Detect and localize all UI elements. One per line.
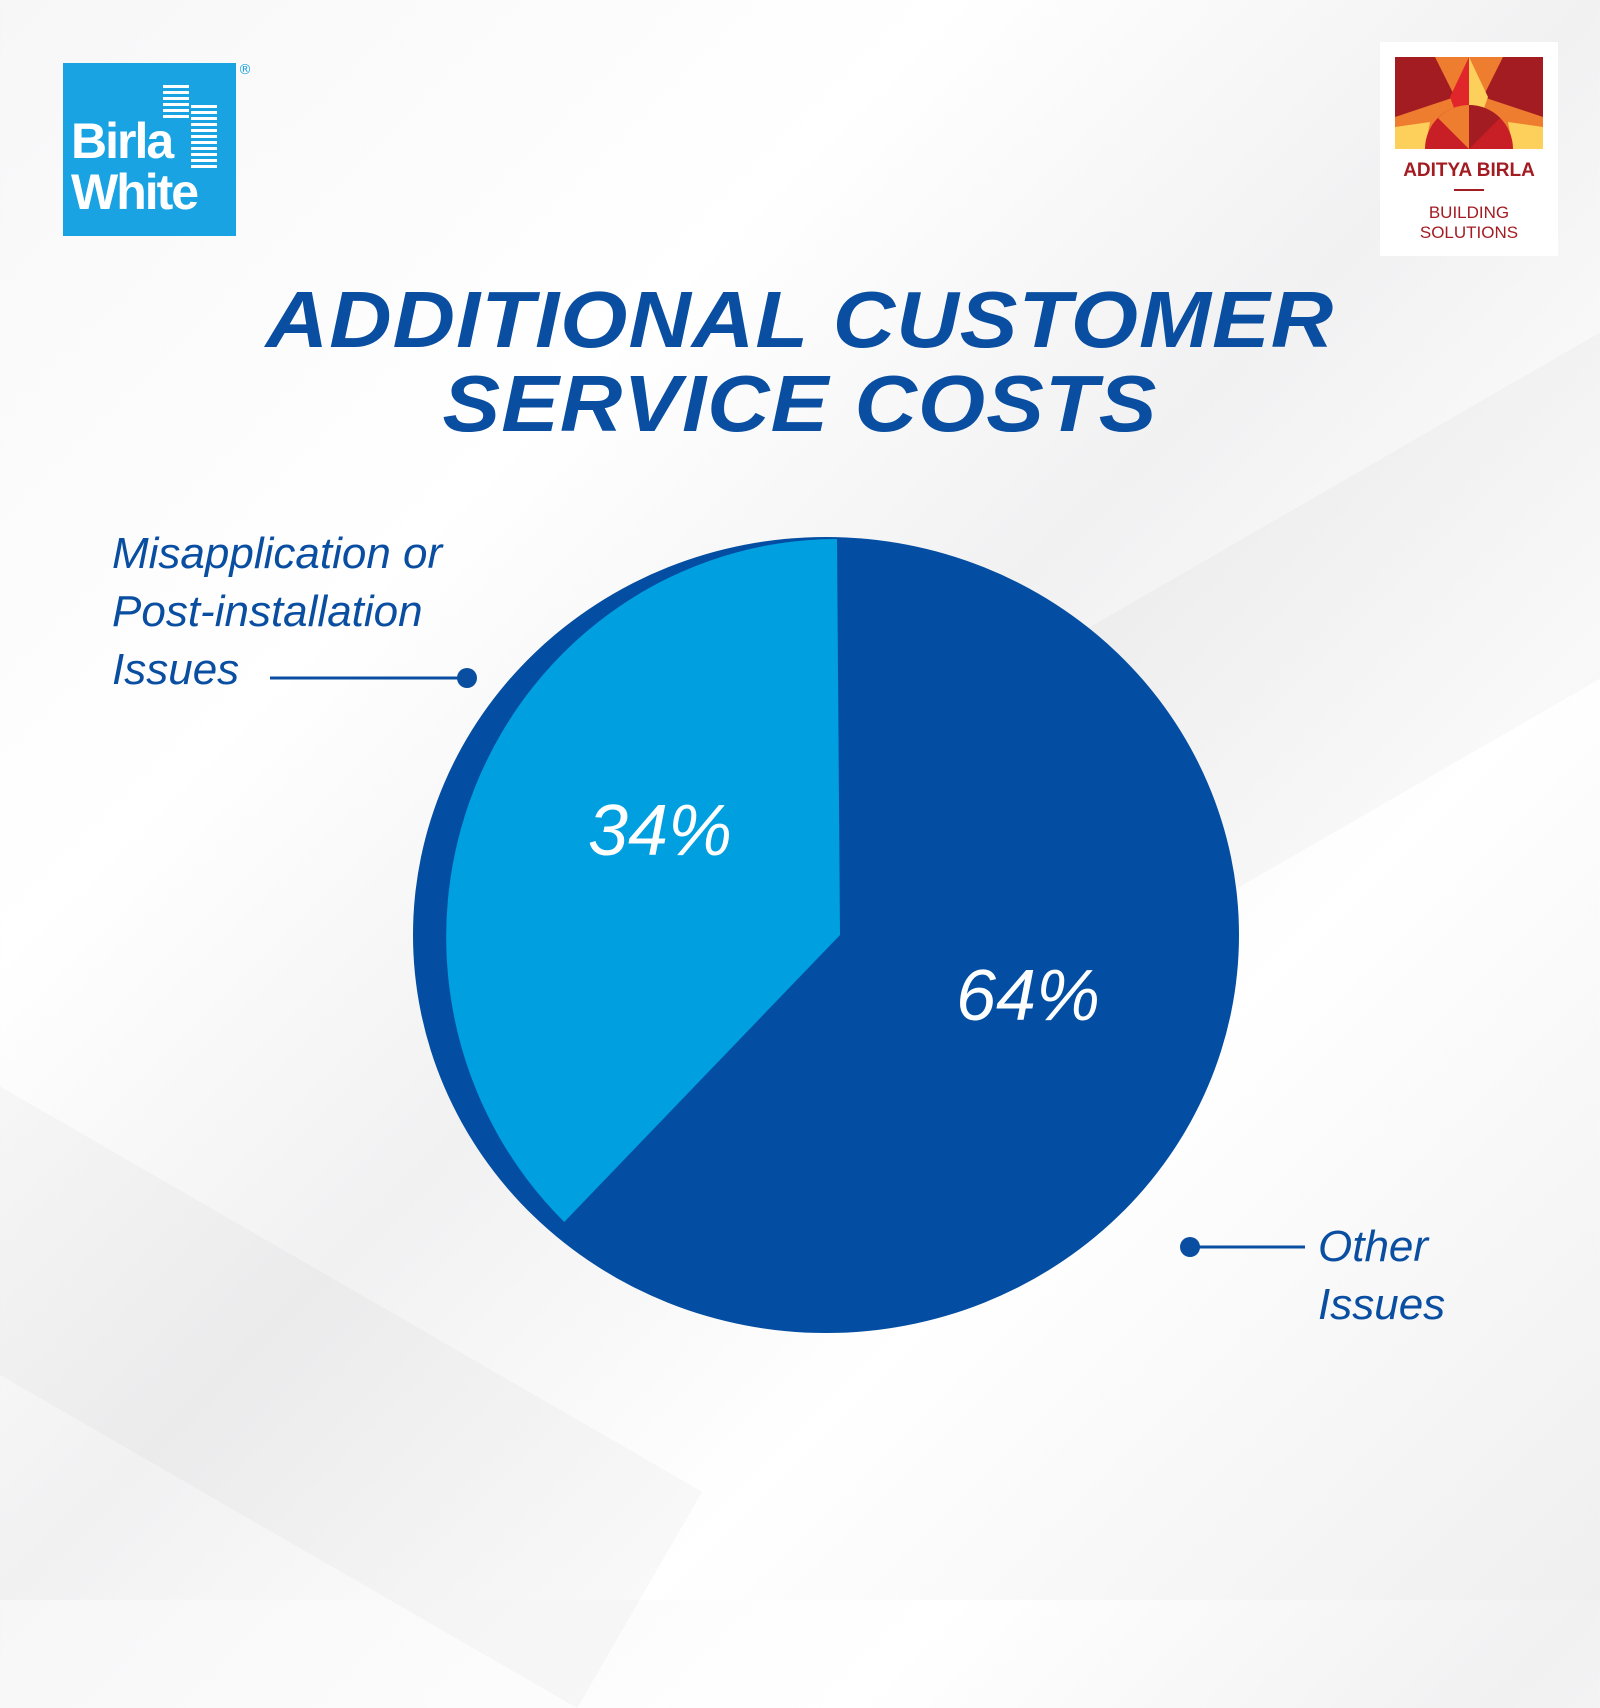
chart-title: ADDITIONAL CUSTOMER SERVICE COSTS — [0, 278, 1600, 446]
title-line-1: ADDITIONAL CUSTOMER — [265, 275, 1335, 364]
svg-text:BUILDING: BUILDING — [1429, 203, 1509, 222]
label-line: Post-installation — [112, 587, 423, 636]
label-line: Issues — [112, 645, 240, 694]
aditya-birla-text: ADITYA BIRLA — [1403, 160, 1535, 181]
title-line-2: SERVICE COSTS — [442, 359, 1158, 448]
pct-label-other-issues: 64% — [956, 956, 1100, 1036]
label-other-issues: Other Issues — [1318, 1218, 1445, 1334]
pie-chart: 34% 64% — [270, 537, 1305, 1333]
registered-mark: ® — [238, 62, 252, 78]
svg-text:SOLUTIONS: SOLUTIONS — [1420, 223, 1518, 242]
pie-slice-misapplication — [446, 539, 840, 1222]
aditya-birla-logo: ADITYA BIRLA BUILDING SOLUTIONS — [1380, 42, 1558, 256]
label-line: Other — [1318, 1222, 1429, 1271]
pct-label-misapplication: 34% — [588, 791, 732, 871]
callout-dot-misapplication — [457, 668, 477, 688]
callout-dot-other-issues — [1180, 1237, 1200, 1257]
svg-text:White: White — [71, 164, 198, 220]
label-line: Issues — [1318, 1280, 1446, 1329]
birla-white-logo: Birla White — [63, 63, 236, 236]
building-stripes — [163, 85, 217, 168]
label-line: Misapplication or — [112, 529, 443, 578]
svg-text:Birla: Birla — [71, 113, 175, 169]
label-misapplication: Misapplication or Post-installation Issu… — [112, 525, 442, 699]
